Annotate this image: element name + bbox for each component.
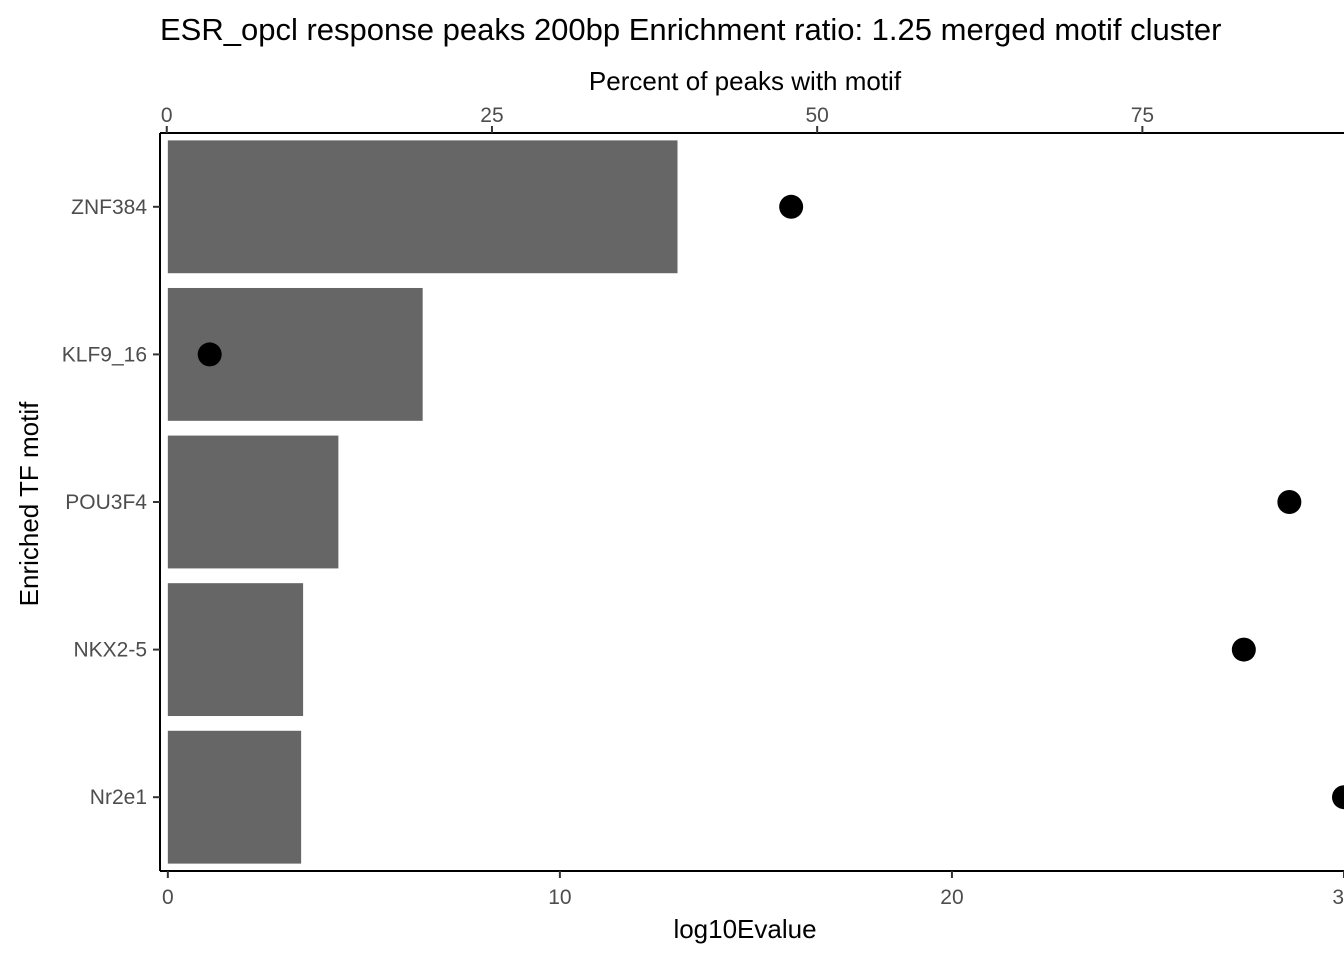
bottom-axis-title: log10Evalue	[673, 914, 816, 944]
category-label: ZNF384	[71, 196, 147, 219]
category-label: Nr2e1	[90, 786, 147, 809]
chart-title: ESR_opcl response peaks 200bp Enrichment…	[160, 12, 1221, 47]
point-layer	[197, 194, 1344, 810]
point-znf384	[779, 194, 804, 219]
bar-znf384	[167, 140, 678, 274]
y-axis-title: Enriched TF motif	[14, 401, 44, 606]
point-nkx2-5	[1231, 637, 1256, 662]
category-label: KLF9_16	[62, 343, 147, 366]
bottom-axis-tick-label: 0	[162, 886, 174, 909]
bottom-axis-tick-label: 20	[940, 886, 963, 909]
category-label: POU3F4	[65, 491, 147, 514]
category-label: NKX2-5	[73, 639, 147, 662]
point-nr2e1	[1332, 785, 1344, 810]
bottom-axis-tick-label: 10	[548, 886, 571, 909]
bar-pou3f4	[167, 435, 339, 569]
point-pou3f4	[1277, 490, 1302, 514]
bar-nr2e1	[167, 730, 302, 864]
top-axis-tick-label: 0	[161, 104, 173, 127]
category-label-layer: ZNF384 KLF9_16 POU3F4 NKX2-5 Nr2e1	[62, 196, 148, 809]
point-klf9_16	[197, 342, 222, 367]
top-axis-tick-label: 75	[1131, 104, 1154, 127]
tick-layer: 0 10 20 30 0 25 50 75	[153, 104, 1344, 909]
top-axis-title: Percent of peaks with motif	[589, 66, 902, 96]
top-axis-tick-label: 25	[480, 104, 503, 127]
bar-layer	[167, 140, 678, 864]
bottom-axis-tick-label: 30	[1332, 886, 1344, 909]
bar-nkx2-5	[167, 583, 304, 717]
top-axis-tick-label: 50	[805, 104, 828, 127]
